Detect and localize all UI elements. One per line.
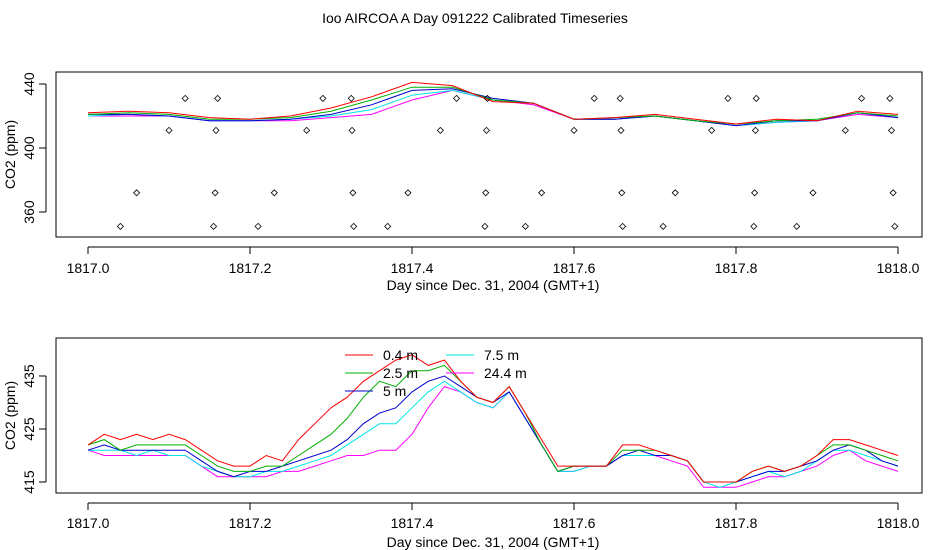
x-tick-label: 1817.8 bbox=[715, 515, 758, 531]
x-tick-label: 1818.0 bbox=[877, 260, 920, 276]
y-tick-label: 360 bbox=[21, 200, 37, 224]
x-tick-label: 1817.0 bbox=[67, 515, 110, 531]
plot-frame-2 bbox=[55, 337, 923, 494]
calibration-point bbox=[350, 222, 358, 230]
calibration-point bbox=[538, 189, 546, 197]
calibration-point bbox=[436, 126, 444, 134]
calibration-point bbox=[618, 189, 626, 197]
calibration-point bbox=[212, 126, 220, 134]
series-line-0-4-m bbox=[87, 354, 899, 483]
x-tick-label: 1818.0 bbox=[877, 515, 920, 531]
calibration-point bbox=[319, 94, 327, 102]
calibration-point bbox=[619, 222, 627, 230]
x-tick-label: 1817.6 bbox=[553, 260, 596, 276]
calibration-point bbox=[384, 222, 392, 230]
calibration-point bbox=[209, 222, 218, 230]
calibration-point bbox=[349, 189, 357, 197]
calibration-point bbox=[348, 126, 356, 134]
calibration-point bbox=[483, 94, 491, 102]
calibration-point bbox=[889, 189, 897, 197]
calibration-point bbox=[116, 222, 124, 230]
y-tick-label: 425 bbox=[21, 417, 37, 441]
x-tick-label: 1817.4 bbox=[391, 515, 434, 531]
calibration-point bbox=[270, 189, 278, 197]
calibration-point bbox=[570, 126, 578, 134]
calibration-point bbox=[590, 94, 598, 102]
figure-title: Ioo AIRCOA A Day 091222 Calibrated Times… bbox=[322, 10, 628, 26]
calibration-point bbox=[616, 94, 624, 102]
y-tick-label: 440 bbox=[21, 72, 37, 96]
calibration-point bbox=[482, 189, 490, 197]
calibration-point bbox=[659, 222, 667, 230]
x-tick-label: 1817.2 bbox=[229, 260, 272, 276]
y-axis-label: CO2 (ppm) bbox=[2, 381, 18, 450]
calibration-point bbox=[521, 222, 529, 230]
legend-label: 0.4 m bbox=[383, 347, 418, 363]
calibration-point bbox=[254, 222, 262, 230]
calibration-point bbox=[751, 126, 760, 134]
calibration-point bbox=[347, 94, 355, 102]
x-tick-label: 1817.6 bbox=[553, 515, 596, 531]
calibration-point bbox=[708, 126, 716, 134]
calibration-point bbox=[165, 126, 173, 134]
calibration-point bbox=[214, 94, 222, 102]
calibration-point bbox=[181, 94, 189, 102]
calibration-point bbox=[886, 94, 894, 102]
x-axis-label: Day since Dec. 31, 2004 (GMT+1) bbox=[387, 534, 600, 550]
calibration-point bbox=[857, 94, 866, 102]
calibration-point bbox=[887, 126, 896, 134]
series-line-0-4-m bbox=[87, 81, 899, 125]
calibration-point bbox=[724, 94, 732, 102]
calibration-point bbox=[481, 222, 489, 230]
y-tick-label: 400 bbox=[21, 136, 37, 160]
calibration-point bbox=[752, 94, 760, 102]
y-axis-label: CO2 (ppm) bbox=[2, 120, 18, 189]
legend-label: 24.4 m bbox=[484, 365, 527, 381]
series-line-24-4-m bbox=[87, 386, 899, 488]
x-tick-label: 1817.8 bbox=[715, 260, 758, 276]
calibration-point bbox=[452, 94, 461, 102]
x-axis-label: Day since Dec. 31, 2004 (GMT+1) bbox=[387, 277, 600, 293]
series-line-5-m bbox=[87, 375, 899, 483]
y-tick-label: 415 bbox=[21, 470, 37, 494]
calibration-point bbox=[404, 189, 412, 197]
calibration-point bbox=[751, 189, 759, 197]
calibration-point bbox=[809, 189, 817, 197]
series-line-5-m bbox=[88, 88, 899, 127]
calibration-point bbox=[133, 189, 141, 197]
calibration-point bbox=[793, 222, 801, 230]
series-line-2-5-m bbox=[87, 86, 899, 125]
calibration-point bbox=[617, 126, 625, 134]
x-tick-label: 1817.0 bbox=[67, 260, 110, 276]
y-tick-label: 435 bbox=[21, 364, 37, 388]
x-tick-label: 1817.4 bbox=[391, 260, 434, 276]
plot-frame-1 bbox=[55, 71, 923, 238]
calibration-point bbox=[211, 189, 219, 197]
legend-label: 2.5 m bbox=[383, 365, 418, 381]
legend-label: 5 m bbox=[383, 383, 406, 399]
x-tick-label: 1817.2 bbox=[229, 515, 272, 531]
calibration-point bbox=[482, 126, 491, 134]
legend-label: 7.5 m bbox=[484, 347, 519, 363]
calibration-point bbox=[750, 222, 758, 230]
calibration-point bbox=[891, 222, 899, 230]
calibration-point bbox=[841, 126, 849, 134]
calibration-point bbox=[303, 126, 311, 134]
calibration-point bbox=[671, 189, 679, 197]
series-line-2-5-m bbox=[87, 364, 899, 483]
